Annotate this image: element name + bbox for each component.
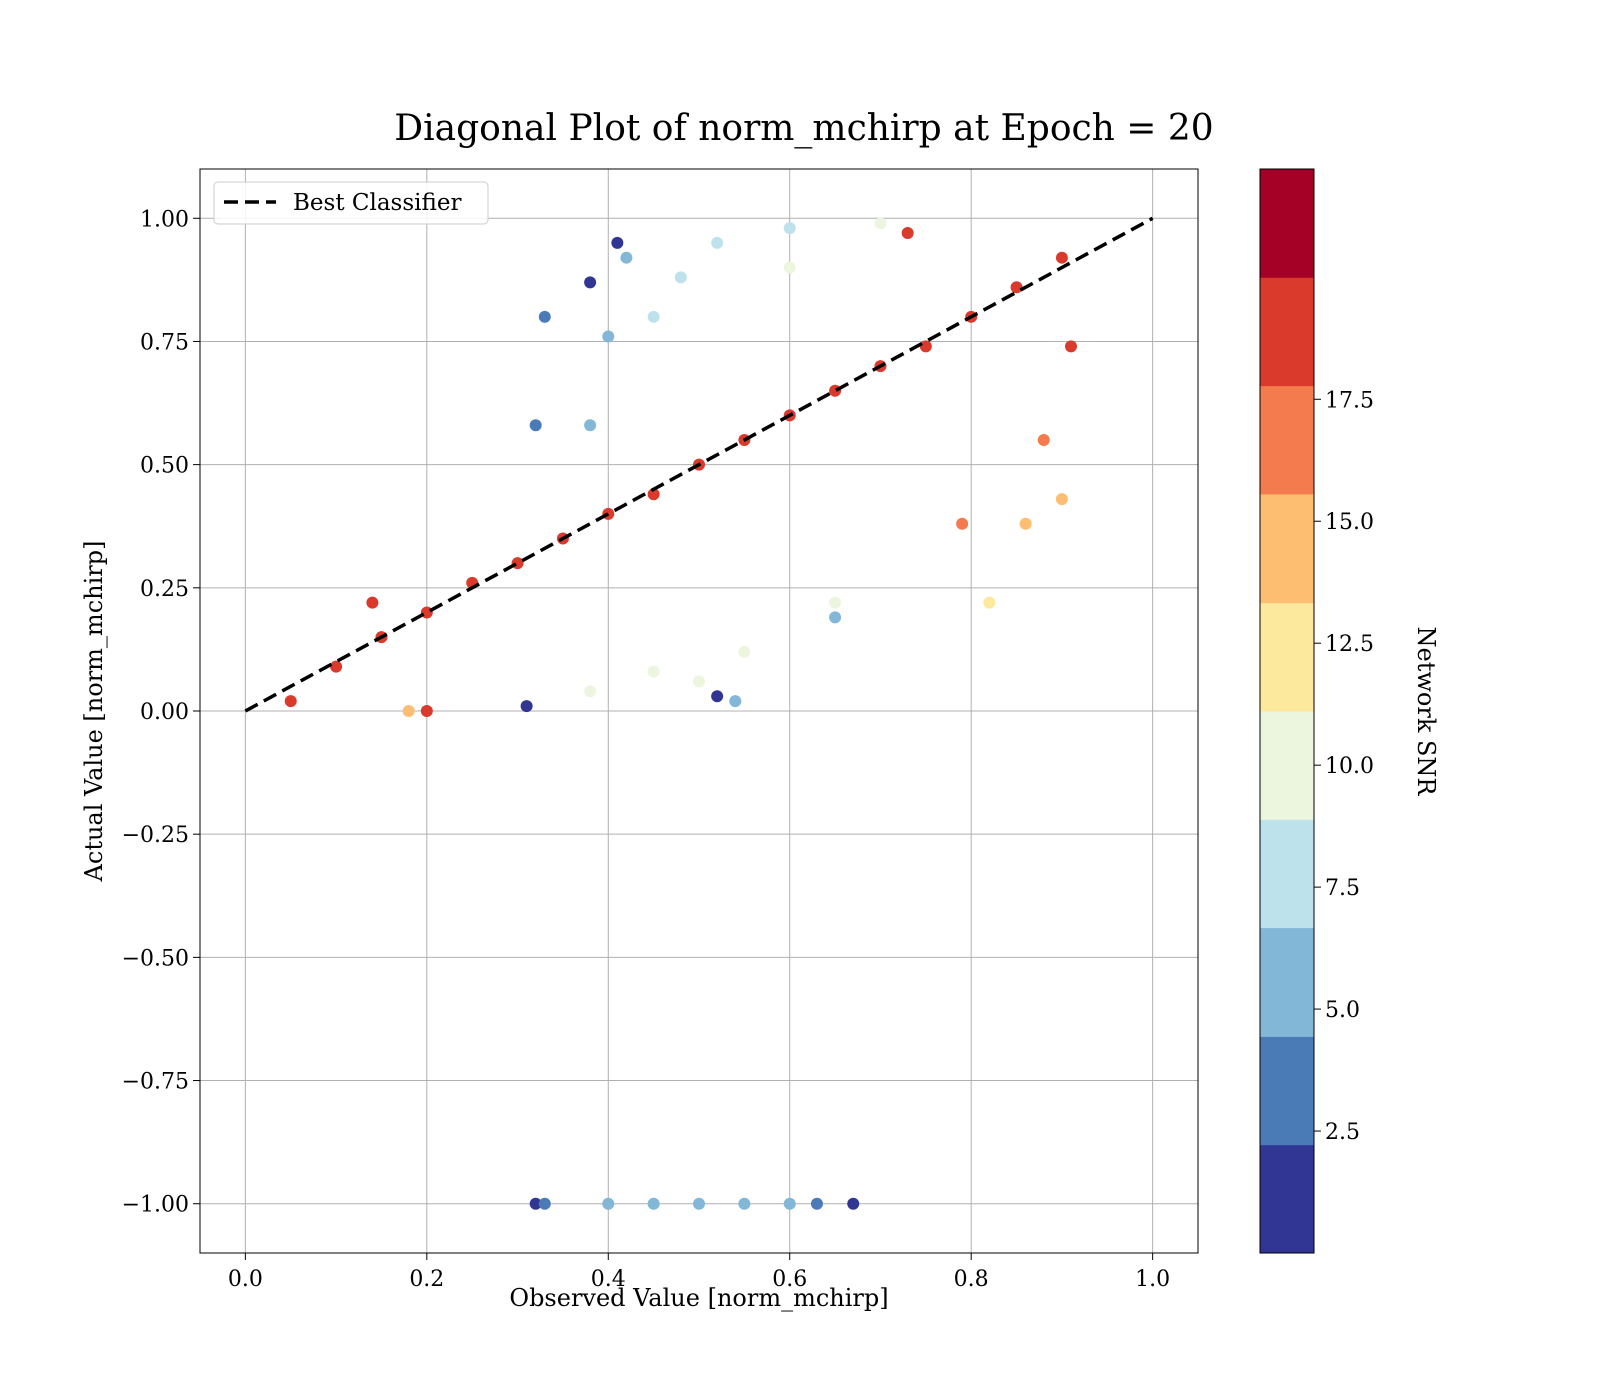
colorbar-tick-label: 5.0 xyxy=(1325,998,1360,1023)
y-tick-label: −0.75 xyxy=(122,1070,189,1095)
colorbar-tick-label: 7.5 xyxy=(1325,876,1360,901)
scatter-point xyxy=(611,236,624,249)
x-tick-label: 0.2 xyxy=(409,1267,444,1292)
scatter-point xyxy=(919,340,932,353)
scatter-point xyxy=(647,665,660,678)
scatter-point xyxy=(983,596,996,609)
colorbar: 2.5 5.0 7.5 10.0 12.5 15.0 17.5 Network SNR xyxy=(1259,168,1440,1254)
scatter-point xyxy=(602,1197,615,1210)
scatter-point xyxy=(520,700,533,713)
scatter-point xyxy=(829,611,842,624)
scatter-point xyxy=(402,705,415,717)
colorbar-bin xyxy=(1260,277,1314,387)
scatter-point xyxy=(1010,281,1023,294)
y-tick-label: −0.25 xyxy=(122,823,189,848)
x-tick-label: 0.6 xyxy=(772,1267,807,1292)
scatter-point xyxy=(584,276,597,289)
colorbar-bin xyxy=(1260,602,1314,712)
x-tick-label: 0.4 xyxy=(591,1267,626,1292)
x-tick-label: 0.0 xyxy=(228,1267,263,1292)
y-tick-label: 0.00 xyxy=(140,700,189,725)
scatter-point xyxy=(584,685,597,698)
y-tick-label: −0.50 xyxy=(122,946,189,971)
scatter-point xyxy=(529,1197,542,1210)
scatter-point xyxy=(1055,493,1068,506)
scatter-point xyxy=(1019,517,1032,530)
scatter-point xyxy=(693,1197,705,1210)
colorbar-tick-label: 12.5 xyxy=(1325,632,1374,657)
y-tick-label: 1.00 xyxy=(140,207,189,232)
colorbar-bin xyxy=(1260,819,1314,929)
scatter-point xyxy=(330,660,343,673)
colorbar-bin xyxy=(1260,385,1314,495)
colorbar-label: Network SNR xyxy=(1412,627,1440,797)
scatter-point xyxy=(1064,340,1077,353)
y-tick-label: −1.00 xyxy=(122,1193,189,1218)
colorbar-bin xyxy=(1260,927,1314,1037)
scatter-point xyxy=(738,645,751,658)
scatter-point xyxy=(783,261,796,274)
scatter-point xyxy=(647,1197,660,1210)
scatter-point xyxy=(366,596,379,609)
scatter-point xyxy=(584,419,597,432)
colorbar-ticks: 2.5 5.0 7.5 10.0 12.5 15.0 17.5 xyxy=(1314,388,1374,1145)
plot-area: 0.0 0.2 0.4 0.6 0.8 1.0 1.00 0.75 0.50 0.25 0.00 −… xyxy=(122,168,1199,1292)
scatter-point xyxy=(529,419,542,432)
scatter-point xyxy=(420,705,433,717)
scatter-point xyxy=(810,1197,823,1210)
colorbar-bin xyxy=(1260,711,1314,820)
scatter-point xyxy=(647,310,660,323)
x-axis-label: Observed Value [norm_mchirp] xyxy=(509,1284,888,1312)
x-tick-label: 0.8 xyxy=(954,1267,989,1292)
scatter-point xyxy=(620,251,633,264)
scatter-point xyxy=(901,227,914,240)
scatter-point xyxy=(647,488,660,501)
scatter-point xyxy=(711,690,724,703)
scatter-point xyxy=(602,330,615,343)
colorbar-bin xyxy=(1260,1036,1314,1146)
y-tick-label: 0.50 xyxy=(140,454,189,479)
colorbar-tick-label: 2.5 xyxy=(1325,1120,1360,1145)
scatter-point xyxy=(783,222,796,235)
scatter-point xyxy=(1037,434,1050,446)
x-axis-ticks: 0.0 0.2 0.4 0.6 0.8 1.0 xyxy=(228,1253,1170,1292)
scatter-point xyxy=(711,236,724,249)
colorbar-bin xyxy=(1260,493,1314,604)
scatter-point xyxy=(783,1197,796,1210)
scatter-point xyxy=(847,1197,860,1210)
scatter-point xyxy=(956,517,969,530)
best-classifier-line xyxy=(244,216,1154,713)
legend-label-best-classifier: Best Classifier xyxy=(293,190,461,216)
x-tick-label: 1.0 xyxy=(1135,1267,1170,1292)
scatter-point xyxy=(538,1197,551,1210)
colorbar-tick-label: 17.5 xyxy=(1325,388,1374,413)
scatter-point xyxy=(829,596,842,609)
scatter-point xyxy=(1055,251,1068,264)
colorbar-tick-label: 10.0 xyxy=(1325,754,1374,779)
colorbar-tick-label: 15.0 xyxy=(1325,510,1374,535)
scatter-point xyxy=(284,695,297,708)
colorbar-bin xyxy=(1260,169,1314,278)
y-tick-label: 0.75 xyxy=(140,330,189,355)
scatter-point xyxy=(693,675,705,688)
chart-title: Diagonal Plot of norm_mchirp at Epoch = … xyxy=(394,108,1213,149)
scatter-point xyxy=(729,695,742,708)
scatter-point xyxy=(874,217,887,230)
legend-box xyxy=(213,181,489,225)
colorbar-bins xyxy=(1260,169,1314,1254)
scatter-point xyxy=(538,310,551,323)
colorbar-frame xyxy=(1259,168,1315,1254)
scatter-point xyxy=(674,271,687,284)
y-axis-label: Actual Value [norm_mchirp] xyxy=(80,541,108,883)
scatter-point xyxy=(738,1197,751,1210)
colorbar-bin xyxy=(1260,1144,1314,1254)
y-tick-label: 0.25 xyxy=(140,577,189,602)
legend: Best Classifier xyxy=(213,181,489,225)
y-axis-ticks: 1.00 0.75 0.50 0.25 0.00 −0.25 −0.50 −0.75 −1.00 xyxy=(122,207,200,1218)
